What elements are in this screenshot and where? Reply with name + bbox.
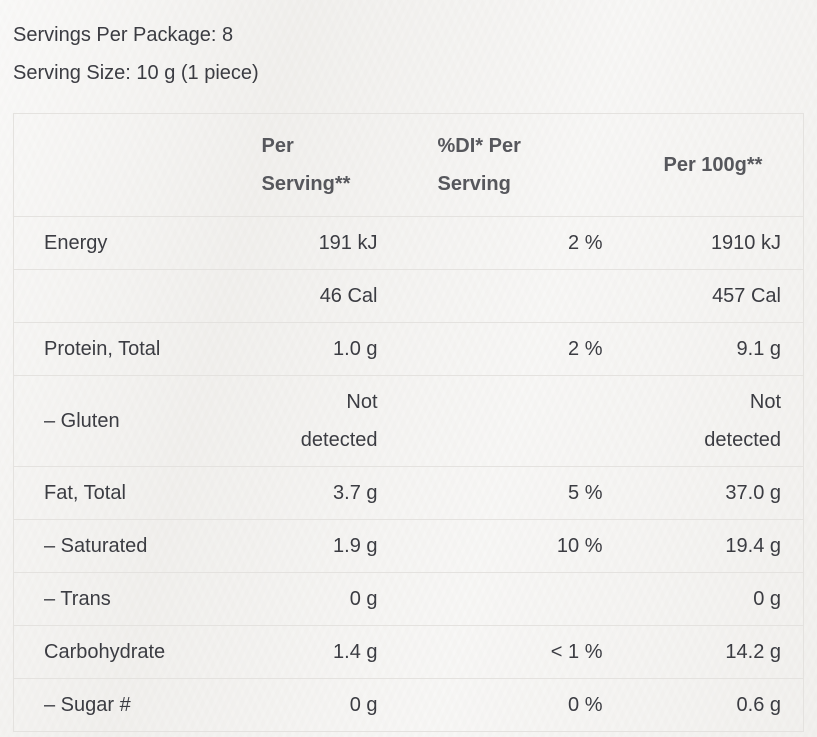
nutrient-name: – Sugar # <box>13 678 249 732</box>
table-row: – Trans 0 g 0 g <box>13 572 804 626</box>
per-100g-value: 19.4 g <box>624 519 804 573</box>
per-serving-value: 1.0 g <box>248 322 400 376</box>
table-row: Fat, Total 3.7 g 5 % 37.0 g <box>13 466 804 520</box>
table-row: Carbohydrate 1.4 g < 1 % 14.2 g <box>13 625 804 679</box>
nutrient-name: Energy <box>13 216 249 270</box>
nutrient-name <box>13 269 249 323</box>
di-per-serving-value <box>399 572 625 626</box>
di-per-serving-value: 10 % <box>399 519 625 573</box>
col-header-di-per-serving: %DI* Per Serving <box>399 113 625 217</box>
nutrient-name: Fat, Total <box>13 466 249 520</box>
table-row: Protein, Total 1.0 g 2 % 9.1 g <box>13 322 804 376</box>
di-per-serving-value: < 1 % <box>399 625 625 679</box>
per-serving-value: 191 kJ <box>248 216 400 270</box>
per-serving-value: 46 Cal <box>248 269 400 323</box>
per-serving-value: 0 g <box>248 572 400 626</box>
per-100g-value: 37.0 g <box>624 466 804 520</box>
serving-size: Serving Size: 10 g (1 piece) <box>13 62 259 84</box>
per-100g-value: 0.6 g <box>624 678 804 732</box>
table-row: – Gluten Not detected Not detected <box>13 375 804 467</box>
nutrient-name: Protein, Total <box>13 322 249 376</box>
per-100g-value: 0 g <box>624 572 804 626</box>
per-100g-value: 457 Cal <box>624 269 804 323</box>
per-serving-value: 3.7 g <box>248 466 400 520</box>
table-row: Energy 191 kJ 2 % 1910 kJ <box>13 216 804 270</box>
di-per-serving-value: 2 % <box>399 322 625 376</box>
servings-per-package: Servings Per Package: 8 <box>13 24 234 46</box>
per-serving-value: 1.9 g <box>248 519 400 573</box>
nutrient-name: – Saturated <box>13 519 249 573</box>
di-per-serving-value <box>399 269 625 323</box>
per-100g-value: Not detected <box>624 375 804 467</box>
table-row: – Saturated 1.9 g 10 % 19.4 g <box>13 519 804 573</box>
col-header-per-100g: Per 100g** <box>624 113 804 217</box>
header-row: Per Serving** %DI* Per Serving Per 100g*… <box>13 113 804 217</box>
nutrient-name: – Gluten <box>13 375 249 467</box>
per-serving-value: Not detected <box>248 375 400 467</box>
nutrient-name: Carbohydrate <box>13 625 249 679</box>
per-100g-value: 1910 kJ <box>624 216 804 270</box>
di-per-serving-value: 0 % <box>399 678 625 732</box>
per-100g-value: 14.2 g <box>624 625 804 679</box>
per-serving-value: 0 g <box>248 678 400 732</box>
per-serving-value: 1.4 g <box>248 625 400 679</box>
di-per-serving-value: 2 % <box>399 216 625 270</box>
col-header-nutrient <box>13 113 249 217</box>
nutrient-name: – Trans <box>13 572 249 626</box>
di-per-serving-value <box>399 375 625 467</box>
table-row: 46 Cal 457 Cal <box>13 269 804 323</box>
col-header-per-serving: Per Serving** <box>248 113 400 217</box>
nutrition-table: Per Serving** %DI* Per Serving Per 100g*… <box>13 113 804 732</box>
di-per-serving-value: 5 % <box>399 466 625 520</box>
per-100g-value: 9.1 g <box>624 322 804 376</box>
table-row: – Sugar # 0 g 0 % 0.6 g <box>13 678 804 732</box>
